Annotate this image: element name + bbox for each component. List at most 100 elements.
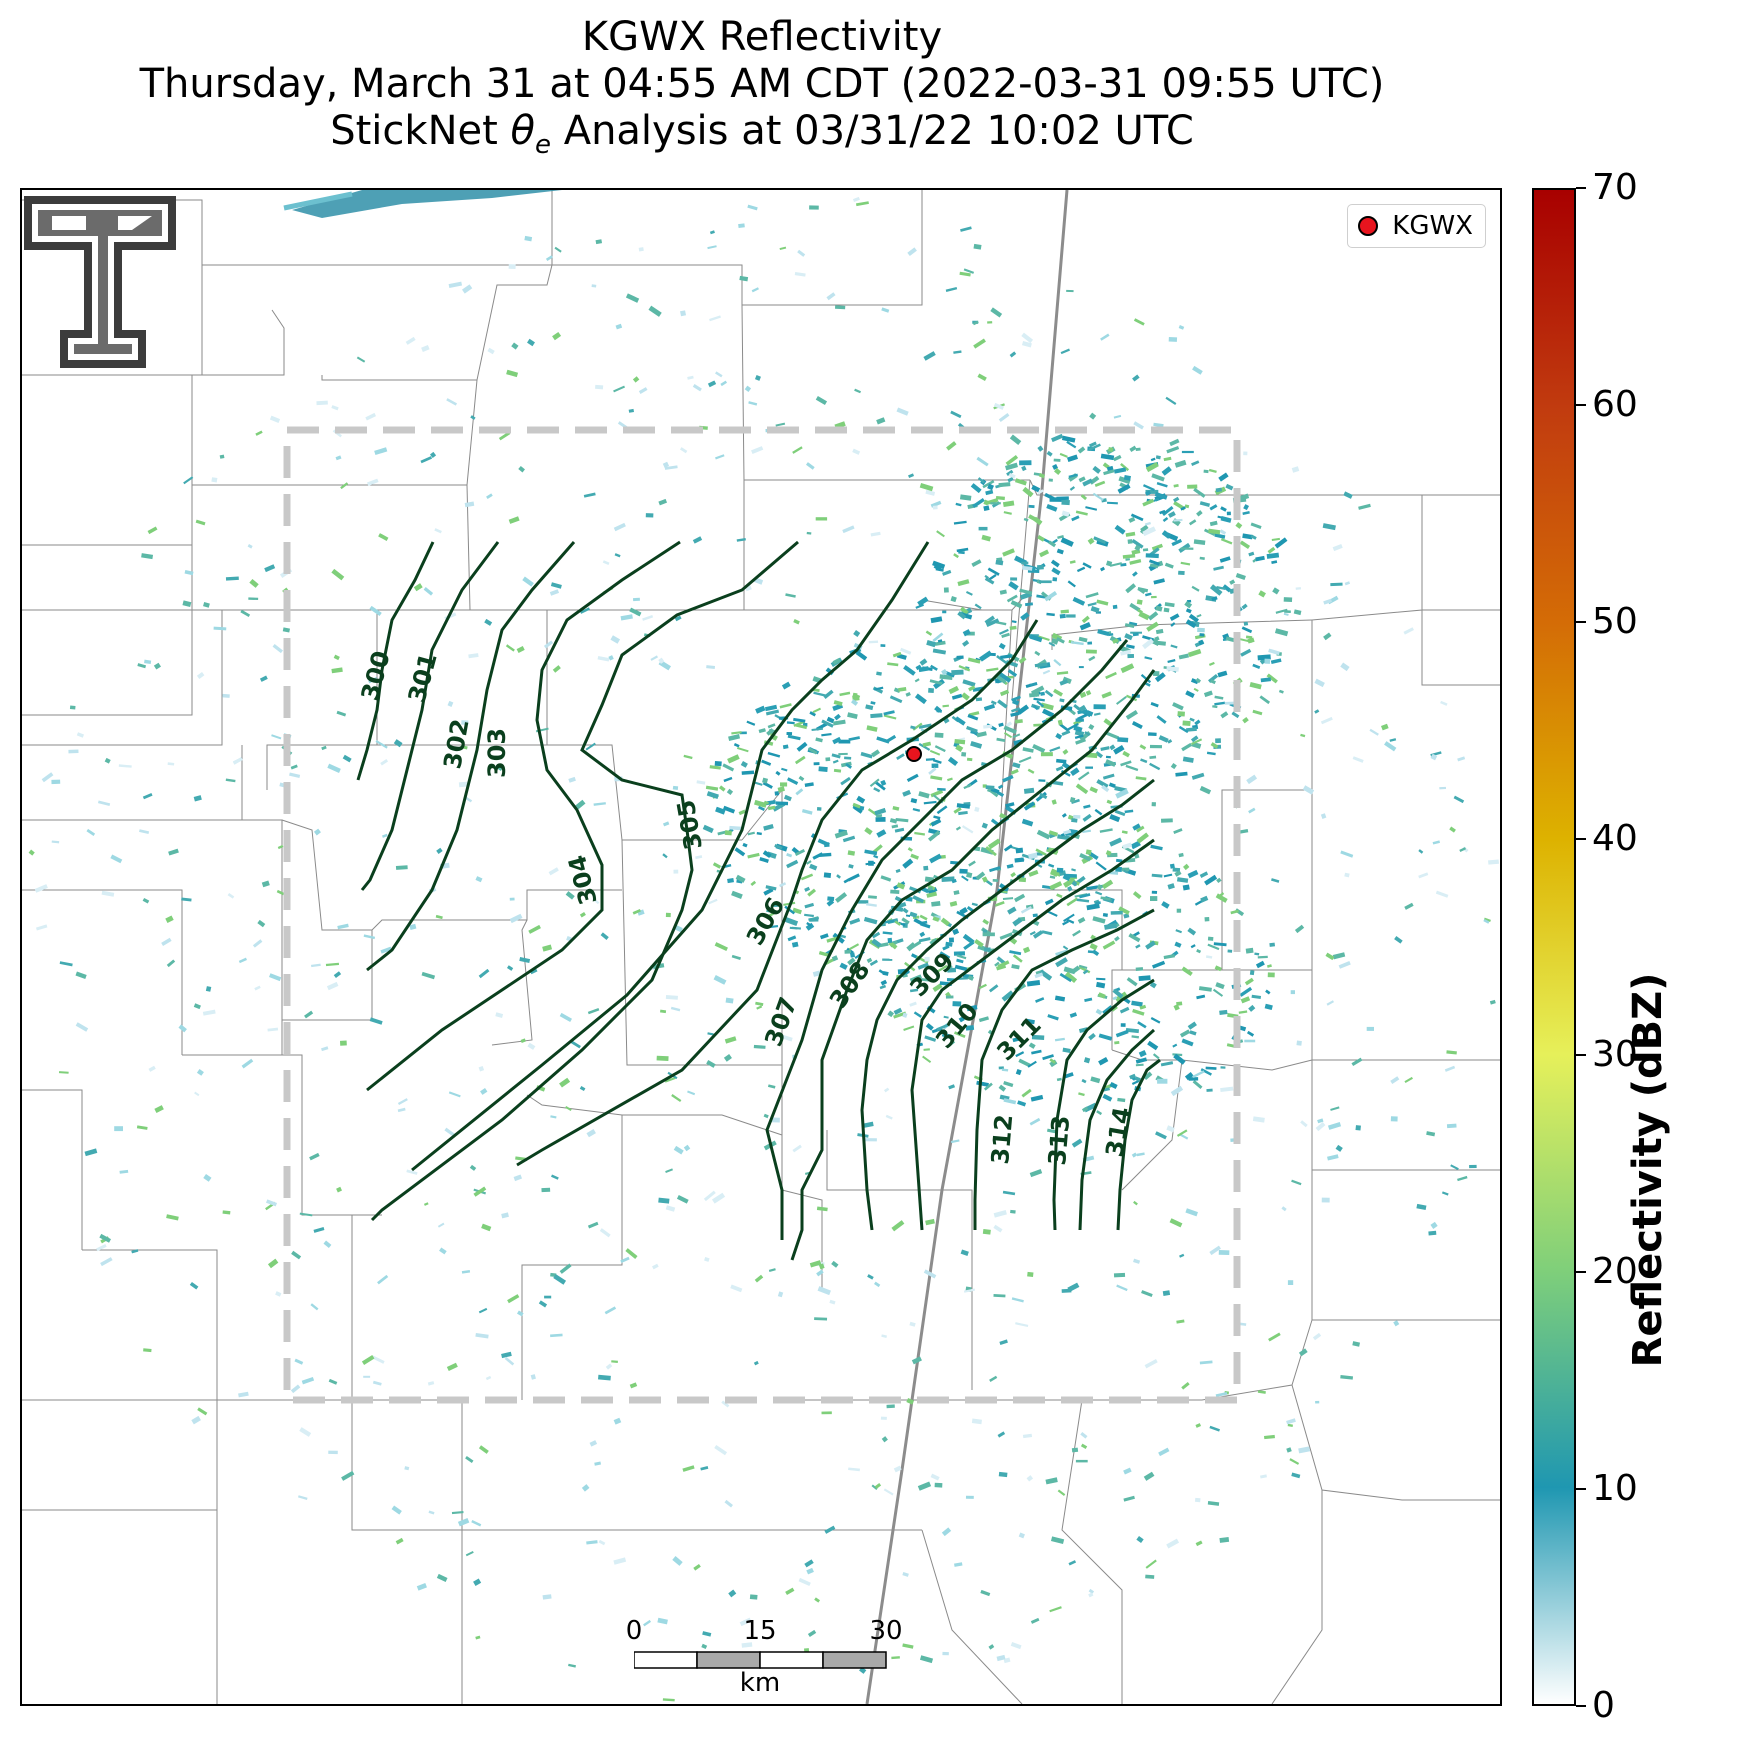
reflectivity-echo-pixel — [1010, 577, 1018, 581]
reflectivity-echo-pixel — [1068, 1560, 1077, 1566]
reflectivity-echo-pixel — [427, 1381, 435, 1386]
reflectivity-echo-pixel — [973, 338, 986, 349]
reflectivity-echo-pixel — [336, 710, 347, 717]
reflectivity-echo-pixel — [328, 1378, 338, 1385]
reflectivity-echo-pixel — [972, 320, 979, 326]
reflectivity-echo-pixel — [1266, 552, 1280, 559]
reflectivity-echo-pixel — [847, 712, 858, 719]
reflectivity-echo-pixel — [1220, 1066, 1226, 1069]
reflectivity-echo-pixel — [248, 597, 259, 601]
reflectivity-echo-pixel — [1074, 734, 1084, 739]
reflectivity-echo-pixel — [1416, 1203, 1427, 1211]
reflectivity-echo-pixel — [181, 897, 192, 902]
reflectivity-echo-pixel — [1168, 336, 1178, 342]
reflectivity-echo-pixel — [290, 1384, 301, 1394]
reflectivity-echo-pixel — [816, 1206, 828, 1212]
reflectivity-echo-pixel — [1206, 1088, 1213, 1092]
reflectivity-echo-pixel — [1135, 776, 1147, 781]
reflectivity-echo-pixel — [1061, 730, 1071, 736]
reflectivity-echo-pixel — [1071, 868, 1076, 872]
reflectivity-echo-pixel — [947, 756, 959, 767]
reflectivity-echo-pixel — [1005, 455, 1019, 466]
reflectivity-echo-pixel — [1181, 742, 1193, 752]
reflectivity-echo-pixel — [1059, 723, 1070, 732]
reflectivity-echo-pixel — [1195, 1423, 1201, 1428]
reflectivity-echo-pixel — [1209, 504, 1218, 511]
reflectivity-echo-pixel — [1127, 539, 1133, 544]
reflectivity-echo-pixel — [692, 536, 703, 544]
reflectivity-echo-pixel — [395, 1537, 404, 1545]
map-panel[interactable]: 300 301 302 303 304 305 306 307 308 309 … — [20, 188, 1502, 1706]
reflectivity-echo-pixel — [1393, 1320, 1400, 1327]
reflectivity-echo-pixel — [1022, 1433, 1033, 1439]
reflectivity-echo-pixel — [544, 1295, 552, 1299]
reflectivity-echo-pixel — [955, 826, 962, 831]
reflectivity-echo-pixel — [1068, 473, 1078, 478]
reflectivity-echo-pixel — [956, 958, 964, 964]
reflectivity-echo-pixel — [804, 913, 814, 918]
reflectivity-echo-pixel — [1129, 1073, 1136, 1080]
reflectivity-echo-pixel — [843, 878, 850, 884]
reflectivity-echo-pixel — [804, 902, 815, 909]
reflectivity-echo-pixel — [873, 787, 881, 793]
reflectivity-echo-pixel — [934, 732, 944, 738]
reflectivity-echo-pixel — [723, 776, 733, 783]
reflectivity-echo-pixel — [933, 563, 942, 572]
reflectivity-echo-pixel — [620, 614, 633, 621]
reflectivity-echo-pixel — [995, 621, 1007, 626]
reflectivity-echo-pixel — [856, 795, 866, 804]
reflectivity-echo-pixel — [861, 1121, 874, 1129]
reflectivity-echo-pixel — [1097, 629, 1110, 637]
reflectivity-echo-pixel — [1206, 751, 1216, 756]
reflectivity-echo-pixel — [1048, 641, 1056, 647]
reflectivity-echo-pixel — [1184, 1072, 1194, 1081]
reflectivity-echo-pixel — [1238, 1010, 1248, 1014]
reflectivity-echo-pixel — [1181, 1038, 1194, 1047]
reflectivity-echo-pixel — [971, 1418, 982, 1425]
reflectivity-echo-pixel — [1283, 597, 1293, 603]
reflectivity-echo-pixel — [715, 454, 725, 460]
reflectivity-echo-pixel — [1145, 592, 1152, 597]
reflectivity-echo-pixel — [625, 1248, 638, 1259]
reflectivity-echo-pixel — [1192, 1070, 1205, 1079]
reflectivity-echo-pixel — [1032, 930, 1044, 939]
reflectivity-echo-pixel — [625, 293, 640, 303]
reflectivity-echo-pixel — [885, 1114, 893, 1120]
reflectivity-echo-pixel — [598, 1539, 606, 1546]
reflectivity-echo-pixel — [1108, 782, 1116, 789]
reflectivity-echo-pixel — [648, 305, 662, 317]
reflectivity-echo-pixel — [473, 1578, 482, 1586]
reflectivity-echo-pixel — [1212, 705, 1218, 709]
reflectivity-echo-pixel — [1059, 698, 1065, 703]
reflectivity-echo-pixel — [956, 803, 971, 809]
reflectivity-echo-pixel — [1012, 954, 1023, 963]
reflectivity-echo-pixel — [548, 867, 559, 876]
reflectivity-echo-pixel — [1047, 1014, 1059, 1021]
reflectivity-echo-pixel — [1255, 555, 1265, 562]
reflectivity-echo-pixel — [1088, 1032, 1096, 1041]
reflectivity-echo-pixel — [478, 968, 490, 979]
reflectivity-echo-pixel — [1078, 1092, 1085, 1097]
radar-site-marker[interactable] — [906, 746, 922, 762]
reflectivity-echo-pixel — [762, 777, 769, 784]
reflectivity-echo-pixel — [753, 1360, 759, 1366]
reflectivity-echo-pixel — [918, 791, 930, 799]
reflectivity-echo-pixel — [984, 577, 995, 585]
reflectivity-echo-pixel — [147, 526, 158, 535]
reflectivity-echo-pixel — [328, 1450, 338, 1455]
reflectivity-echo-pixel — [805, 922, 815, 931]
reflectivity-echo-pixel — [707, 380, 717, 388]
reflectivity-echo-pixel — [1129, 445, 1137, 452]
scale-bar: 0 15 30 km — [626, 1616, 903, 1698]
scale-bar-graphic — [634, 1651, 887, 1669]
reflectivity-echo-pixel — [1209, 679, 1216, 685]
reflectivity-echo-pixel — [990, 502, 1001, 505]
theta-e-contours — [356, 540, 1161, 1261]
reflectivity-echo-pixel — [915, 664, 922, 671]
reflectivity-echo-pixel — [994, 901, 1005, 907]
reflectivity-echo-pixel — [1245, 635, 1253, 640]
reflectivity-echo-pixel — [1015, 1051, 1025, 1058]
reflectivity-echo-pixel — [1032, 704, 1039, 711]
reflectivity-echo-pixel — [1045, 1477, 1058, 1485]
reflectivity-echo-pixel — [1007, 476, 1014, 483]
